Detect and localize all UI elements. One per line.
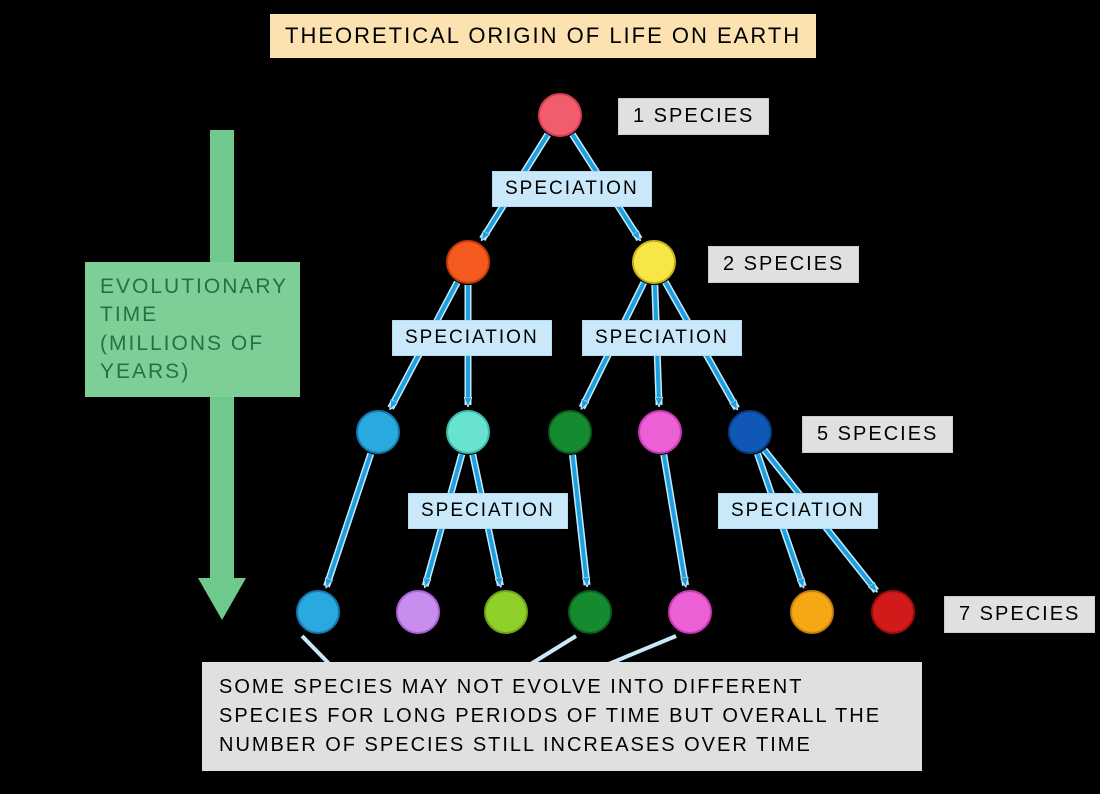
species-node <box>549 411 591 453</box>
species-node <box>872 591 914 633</box>
edge <box>327 454 371 587</box>
speciation-label: SPECIATION <box>408 493 568 529</box>
species-node <box>357 411 399 453</box>
species-count-label: 1 SPECIES <box>618 98 769 135</box>
species-node <box>569 591 611 633</box>
speciation-label: SPECIATION <box>392 320 552 356</box>
title-box: THEORETICAL ORIGIN OF LIFE ON EARTH <box>270 14 816 58</box>
species-node <box>447 241 489 283</box>
species-count-text: 5 SPECIES <box>817 423 938 445</box>
time-axis-text: EVOLUTIONARY TIME (MILLIONS OF YEARS) <box>100 275 288 383</box>
species-node <box>397 591 439 633</box>
speciation-label: SPECIATION <box>492 171 652 207</box>
time-axis-label: EVOLUTIONARY TIME (MILLIONS OF YEARS) <box>85 262 300 397</box>
speciation-label-text: SPECIATION <box>731 500 865 521</box>
species-count-text: 2 SPECIES <box>723 253 844 275</box>
species-count-label: 2 SPECIES <box>708 246 859 283</box>
species-node <box>669 591 711 633</box>
species-count-label: 7 SPECIES <box>944 596 1095 633</box>
edge <box>573 455 587 585</box>
species-node <box>485 591 527 633</box>
speciation-label-text: SPECIATION <box>421 500 555 521</box>
species-node <box>633 241 675 283</box>
species-count-text: 7 SPECIES <box>959 603 1080 625</box>
speciation-label: SPECIATION <box>582 320 742 356</box>
species-node <box>729 411 771 453</box>
title-text: THEORETICAL ORIGIN OF LIFE ON EARTH <box>285 23 801 48</box>
speciation-label-text: SPECIATION <box>405 327 539 348</box>
species-count-text: 1 SPECIES <box>633 105 754 127</box>
species-count-label: 5 SPECIES <box>802 416 953 453</box>
edge <box>664 455 686 586</box>
species-node <box>447 411 489 453</box>
species-node <box>639 411 681 453</box>
species-node <box>791 591 833 633</box>
speciation-label-text: SPECIATION <box>505 178 639 199</box>
speciation-label: SPECIATION <box>718 493 878 529</box>
species-node <box>539 94 581 136</box>
caption-text: SOME SPECIES MAY NOT EVOLVE INTO DIFFERE… <box>219 676 881 756</box>
caption-box: SOME SPECIES MAY NOT EVOLVE INTO DIFFERE… <box>202 662 922 771</box>
species-node <box>297 591 339 633</box>
speciation-label-text: SPECIATION <box>595 327 729 348</box>
